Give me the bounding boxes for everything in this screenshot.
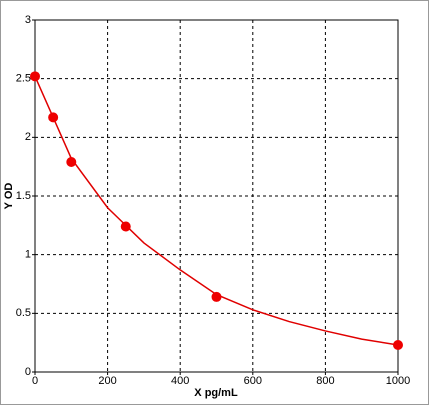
y-tick-label: 0 — [25, 366, 31, 378]
x-axis-title: X pg/mL — [194, 387, 238, 399]
data-point — [120, 221, 131, 232]
data-point — [393, 340, 403, 351]
data-point — [48, 112, 59, 123]
y-axis-title: Y OD — [3, 183, 15, 210]
y-tick-label: 2 — [25, 131, 31, 143]
y-tick-label: 1.5 — [16, 190, 31, 202]
plot-border — [34, 19, 399, 373]
x-tick-label: 0 — [32, 375, 38, 387]
data-point — [30, 71, 40, 82]
x-tick-label: 1000 — [386, 375, 410, 387]
y-tick-label: 1 — [25, 249, 31, 261]
y-tick-label: 3 — [25, 14, 31, 26]
x-tick-label: 200 — [98, 375, 116, 387]
y-tick-label: 2.5 — [16, 73, 31, 85]
data-point — [66, 156, 77, 167]
x-tick-label: 400 — [171, 375, 189, 387]
x-tick-label: 600 — [244, 375, 262, 387]
y-tick-label: 0.5 — [16, 307, 31, 319]
x-tick-label: 800 — [316, 375, 334, 387]
data-point — [211, 291, 222, 302]
